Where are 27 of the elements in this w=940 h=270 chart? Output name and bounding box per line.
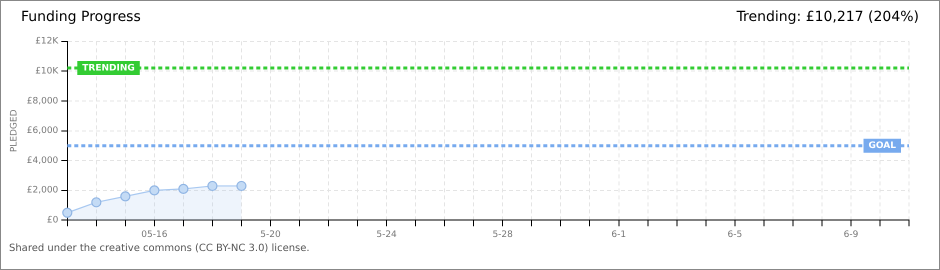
x-tick-label: 5-24 bbox=[376, 230, 398, 240]
point bbox=[62, 208, 72, 218]
ref-line-label: GOAL bbox=[868, 141, 896, 152]
text: Shared under the creative commons (CC BY-NC 3.0) license. bbox=[8, 243, 311, 254]
point bbox=[149, 185, 160, 196]
x-tick-label: 5-20 bbox=[260, 230, 281, 240]
point bbox=[91, 197, 102, 208]
y-tick-label: £4,000 bbox=[26, 156, 59, 166]
point bbox=[207, 180, 218, 192]
x-tick-label: 05-16 bbox=[141, 230, 168, 240]
x-tick-label: 6-5 bbox=[728, 230, 742, 240]
y-tick-label: £6,000 bbox=[26, 126, 59, 136]
point bbox=[120, 191, 130, 202]
point bbox=[178, 184, 188, 194]
x-tick-label: 6-1 bbox=[611, 230, 626, 240]
y-tick-label: £8,000 bbox=[26, 96, 59, 106]
y-tick-label: £12K bbox=[35, 36, 60, 47]
y-axis-title: PLEDGED bbox=[10, 109, 20, 152]
y-tick-label: £0 bbox=[46, 216, 59, 226]
y-tick-label: £10K bbox=[35, 66, 60, 77]
ref-line-label: TRENDING bbox=[82, 63, 135, 74]
x-tick-label: 5-28 bbox=[492, 230, 514, 240]
point bbox=[236, 180, 247, 192]
chart-subtitle: Trending: £10,217 (204%) bbox=[736, 9, 919, 27]
x-tick-label: 6-9 bbox=[844, 230, 859, 240]
chart-title: Funding Progress bbox=[21, 9, 141, 27]
y-tick-label: £2,000 bbox=[26, 186, 59, 196]
